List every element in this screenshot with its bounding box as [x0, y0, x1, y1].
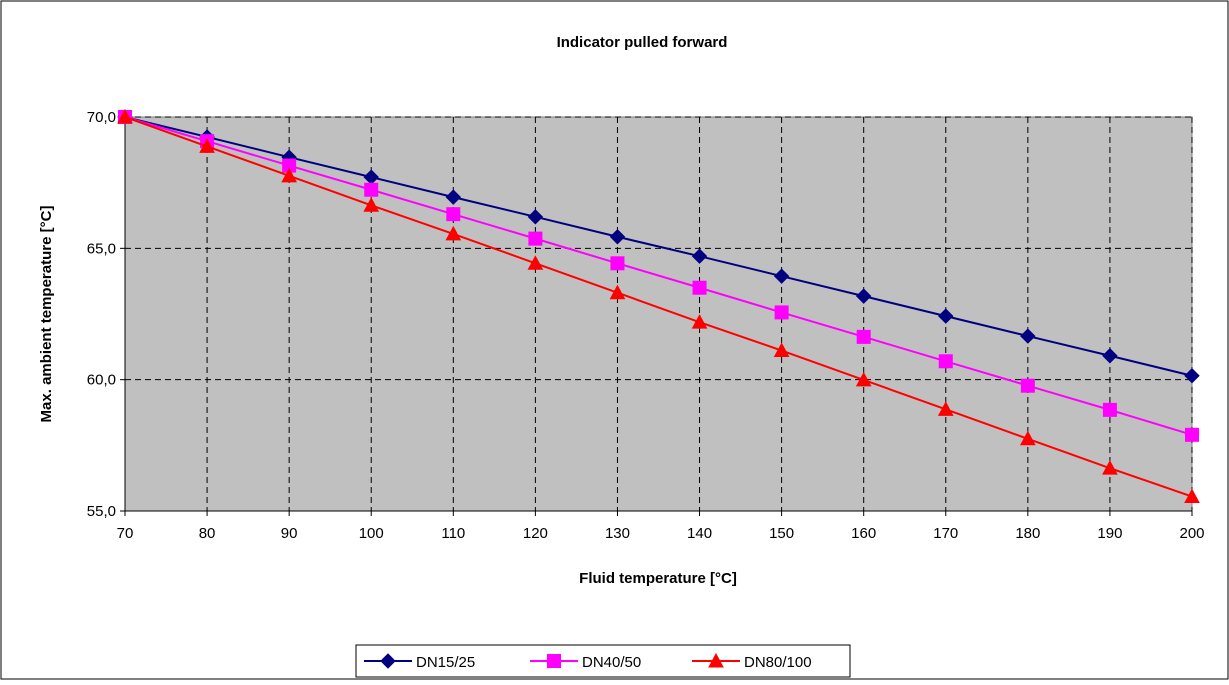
diamond-point	[855, 288, 872, 304]
y-tick-label: 65,0	[87, 240, 116, 257]
x-tick-label: 130	[605, 525, 630, 542]
x-tick-label: 80	[199, 525, 216, 542]
triangle-point	[1102, 460, 1118, 475]
square-point	[856, 329, 871, 344]
square-point	[528, 231, 543, 246]
triangle-point	[691, 314, 708, 329]
legend-square-icon	[547, 654, 561, 668]
legend-item: DN80/100	[692, 652, 812, 671]
series-group	[117, 108, 1200, 504]
square-point	[1020, 378, 1035, 393]
x-axis-label: Fluid temperature [°C]	[579, 570, 737, 587]
x-tick-label: 190	[1097, 525, 1122, 542]
legend-label: DN15/25	[416, 654, 475, 671]
triangle-point	[281, 167, 297, 183]
series-line	[124, 116, 1193, 436]
triangle-point	[527, 255, 544, 270]
triangle-point	[199, 138, 215, 153]
x-tick-label: 70	[117, 525, 134, 542]
x-tick-label: 120	[523, 525, 548, 542]
x-tick-label: 110	[441, 525, 465, 542]
chart-title: Indicator pulled forward	[557, 34, 728, 51]
y-tick-label: 55,0	[87, 503, 116, 520]
diamond-point	[609, 229, 626, 245]
legend-triangle-icon	[708, 652, 724, 668]
series-line	[124, 116, 1193, 498]
y-tick-label: 70,0	[87, 109, 116, 126]
x-tick-label: 150	[769, 525, 794, 542]
diamond-point	[938, 308, 954, 324]
square-point	[364, 182, 379, 197]
diamond-point	[1102, 348, 1118, 364]
diamond-point	[527, 209, 544, 225]
square-point	[692, 280, 707, 295]
diamond-point	[1184, 368, 1200, 384]
x-tick-label: 200	[1179, 525, 1204, 542]
square-point	[1185, 427, 1199, 442]
triangle-point	[1020, 430, 1036, 446]
x-tick-label: 180	[1015, 525, 1040, 542]
triangle-point	[773, 342, 790, 358]
diamond-point	[691, 248, 708, 264]
x-tick-label: 170	[933, 525, 958, 542]
series-dn40-50	[118, 110, 1199, 442]
square-point	[610, 256, 625, 271]
legend-item: DN15/25	[364, 653, 475, 671]
triangle-point	[363, 197, 380, 212]
x-tick-label: 90	[281, 525, 298, 542]
diamond-point	[445, 189, 462, 205]
series-line	[124, 116, 1193, 377]
square-point	[938, 354, 953, 369]
legend-label: DN80/100	[744, 654, 812, 671]
triangle-point	[609, 284, 626, 300]
legend-item: DN40/50	[530, 654, 641, 671]
plot-area	[124, 116, 1193, 512]
diamond-point	[1020, 328, 1036, 344]
x-tick-label: 100	[359, 525, 384, 542]
triangle-point	[117, 108, 133, 124]
legend-diamond-icon	[380, 653, 396, 669]
legend: DN15/25 DN40/50 DN80/100	[355, 644, 851, 678]
square-point	[446, 207, 461, 222]
triangle-point	[937, 401, 954, 416]
y-tick-label: 60,0	[87, 372, 116, 389]
axis-ticks: 70,0 65,0 60,0 55,070 80 90 100 110 120 130 140 150…	[87, 109, 1205, 542]
x-tick-label: 160	[851, 525, 876, 542]
legend-box	[355, 644, 851, 678]
square-point	[1102, 402, 1117, 417]
series-dn80-100	[117, 108, 1200, 504]
square-point	[774, 305, 789, 320]
legend-label: DN40/50	[582, 654, 641, 671]
triangle-point	[1184, 488, 1200, 504]
series-dn15-25	[117, 109, 1200, 384]
triangle-point	[855, 371, 872, 387]
triangle-point	[445, 225, 462, 241]
y-axis-label: Max. ambient temperature [°C]	[38, 206, 55, 423]
x-tick-label: 140	[687, 525, 712, 542]
diamond-point	[773, 268, 790, 284]
